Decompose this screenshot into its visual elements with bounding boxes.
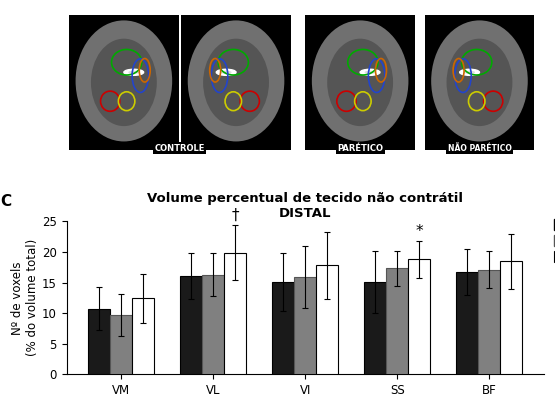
Ellipse shape [91,39,157,126]
FancyBboxPatch shape [305,15,415,150]
Bar [224,252,246,374]
Circle shape [128,71,139,74]
Y-axis label: Nº de voxels
(% do volume total): Nº de voxels (% do volume total) [11,239,39,357]
Ellipse shape [312,20,408,142]
Legend: CONTROLE, NÃO PARÉTICO, PARÉTICO: CONTROLE, NÃO PARÉTICO, PARÉTICO [554,219,555,262]
Ellipse shape [431,20,528,142]
Text: A: A [69,15,80,29]
Ellipse shape [203,39,269,126]
Text: NÃO PARÉTICO: NÃO PARÉTICO [447,144,511,153]
Ellipse shape [75,20,172,142]
Text: B: B [304,15,315,29]
Bar [500,261,522,374]
Bar [273,282,294,374]
Bar [478,270,500,374]
Text: PARÉTICO: PARÉTICO [337,144,383,153]
Text: *: * [415,224,423,239]
Circle shape [365,71,376,74]
FancyBboxPatch shape [69,15,179,150]
Circle shape [124,69,144,75]
Bar [408,259,430,374]
Circle shape [216,69,236,75]
Text: †: † [231,208,239,223]
Bar [180,276,202,374]
Circle shape [360,69,380,75]
FancyBboxPatch shape [425,15,534,150]
Bar [456,272,478,374]
Bar [132,298,154,374]
Text: CONTROLE: CONTROLE [154,144,205,153]
Circle shape [221,71,231,74]
Bar [386,269,408,374]
Text: C: C [0,194,11,209]
Ellipse shape [327,39,393,126]
Bar [88,309,110,374]
Circle shape [464,71,475,74]
Bar [202,275,224,374]
Ellipse shape [188,20,284,142]
Ellipse shape [447,39,512,126]
Bar [110,315,132,374]
Bar [364,282,386,374]
FancyBboxPatch shape [181,15,291,150]
Bar [294,277,316,374]
Bar [316,265,338,374]
Title: Volume percentual de tecido não contrátil
DISTAL: Volume percentual de tecido não contráti… [147,192,463,220]
Circle shape [460,69,480,75]
